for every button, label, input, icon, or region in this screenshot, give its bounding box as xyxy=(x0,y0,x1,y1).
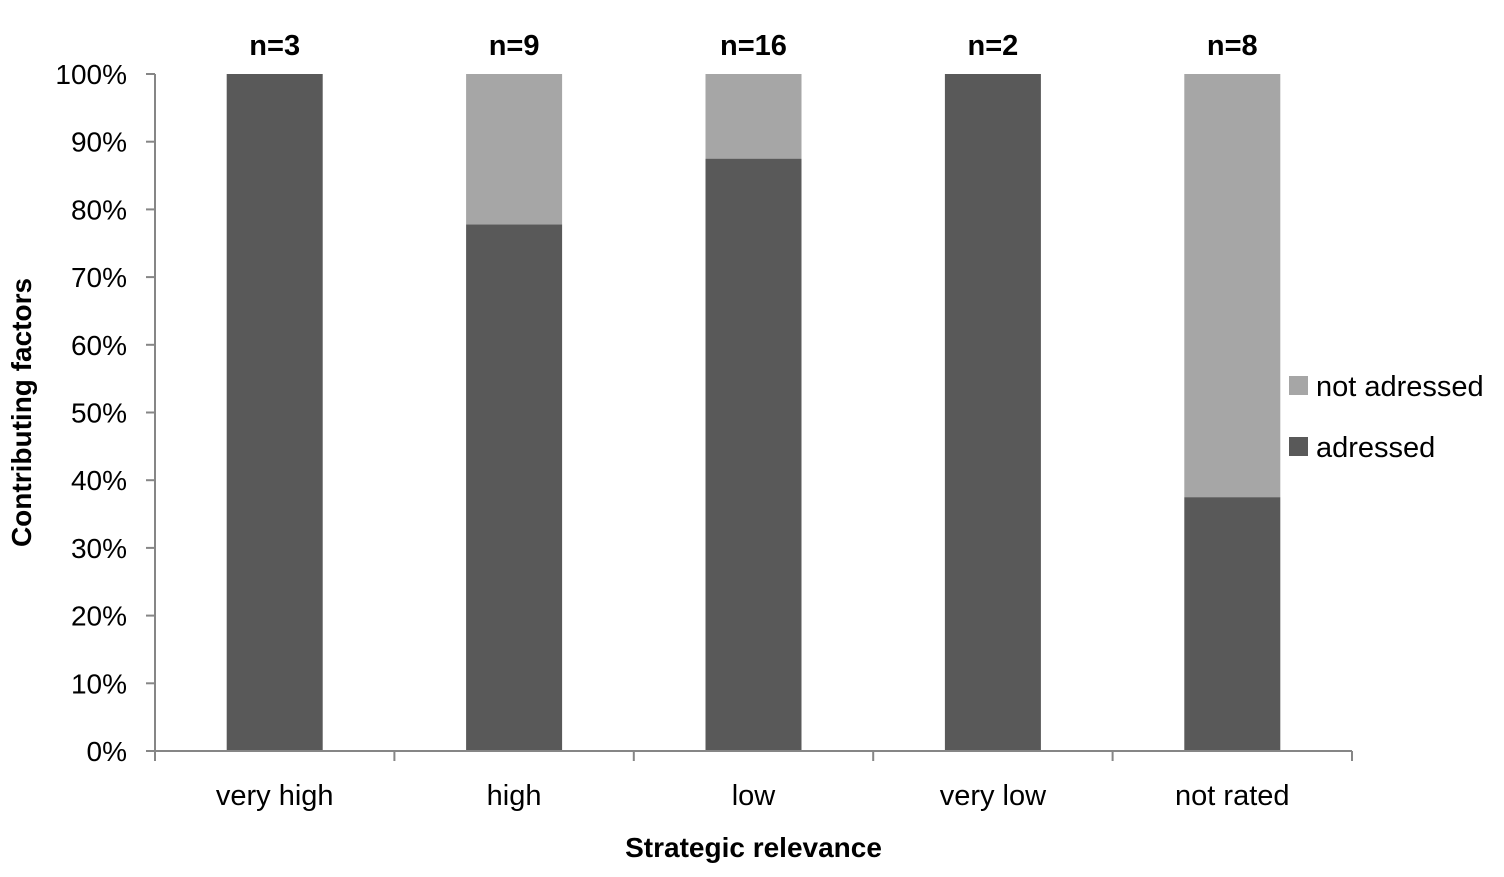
bar-count-label: n=2 xyxy=(968,30,1019,62)
category-annotations: n=3 n=9 n=16 n=2 n=8 xyxy=(249,30,1257,62)
bar-segment-not-adressed xyxy=(705,74,802,159)
y-axis-title: Contributing factors xyxy=(6,278,37,547)
x-tick-label: low xyxy=(732,780,777,812)
y-tick-label: 90% xyxy=(71,127,127,158)
legend-swatch xyxy=(1289,437,1308,456)
legend-swatch xyxy=(1289,376,1308,395)
y-tick-label: 0% xyxy=(87,736,127,767)
x-tick-label: very low xyxy=(940,780,1047,812)
legend-label: not adressed xyxy=(1316,371,1484,403)
legend: not adressed adressed xyxy=(1289,371,1484,464)
bar-segment-adressed xyxy=(705,158,802,751)
y-tick-label: 10% xyxy=(71,668,127,699)
y-ticks: 0% 10% 20% 30% 40% 50% 60% 70% 80% 90% 100% xyxy=(55,59,155,767)
bar-segment-adressed xyxy=(944,74,1041,751)
x-ticks: very high high low very low not rated xyxy=(154,751,1353,812)
legend-label: adressed xyxy=(1316,432,1435,464)
bar-count-label: n=3 xyxy=(249,30,300,62)
y-tick-label: 60% xyxy=(71,330,127,361)
bar-count-label: n=16 xyxy=(720,30,787,62)
x-tick-label: very high xyxy=(216,780,334,812)
bar-segment-adressed xyxy=(226,74,323,751)
y-tick-label: 20% xyxy=(71,601,127,632)
x-tick-label: not rated xyxy=(1175,780,1289,812)
bar-segment-not-adressed xyxy=(466,74,563,225)
bar-count-label: n=9 xyxy=(489,30,540,62)
bar-segment-adressed xyxy=(466,224,563,751)
y-tick-label: 100% xyxy=(55,59,127,90)
x-axis-title: Strategic relevance xyxy=(625,832,882,863)
bar-count-label: n=8 xyxy=(1207,30,1258,62)
y-tick-label: 70% xyxy=(71,262,127,293)
y-tick-label: 50% xyxy=(71,398,127,429)
bar-segment-not-adressed xyxy=(1184,74,1281,498)
bar-segment-adressed xyxy=(1184,497,1281,751)
x-tick-label: high xyxy=(487,780,542,812)
y-tick-label: 40% xyxy=(71,465,127,496)
y-tick-label: 80% xyxy=(71,194,127,225)
bars-layer xyxy=(226,74,1281,751)
y-tick-label: 30% xyxy=(71,533,127,564)
